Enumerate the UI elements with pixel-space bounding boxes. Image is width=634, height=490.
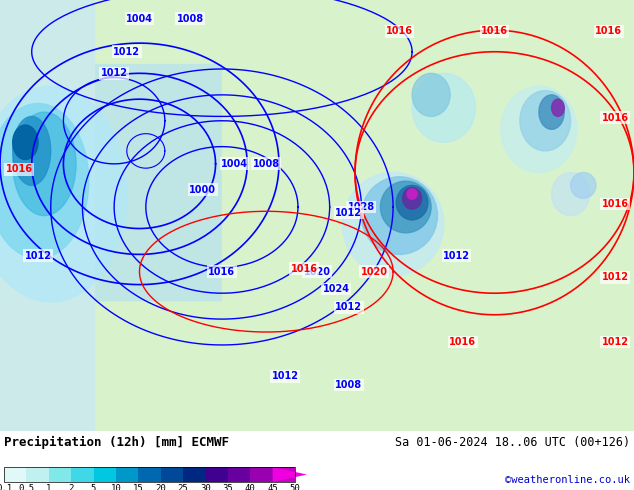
Ellipse shape	[0, 86, 127, 302]
Ellipse shape	[552, 172, 590, 216]
Ellipse shape	[0, 103, 89, 259]
Text: 1012: 1012	[335, 208, 362, 218]
Text: 1016: 1016	[386, 26, 413, 36]
Bar	[4, 467, 27, 482]
Text: 1000: 1000	[190, 185, 216, 195]
Text: 1008: 1008	[335, 380, 362, 390]
Ellipse shape	[407, 189, 417, 199]
Text: 0.1: 0.1	[0, 484, 12, 490]
Ellipse shape	[361, 177, 437, 254]
Text: 1012: 1012	[443, 251, 470, 261]
Text: 1012: 1012	[602, 337, 628, 347]
Text: 1012: 1012	[25, 251, 51, 261]
Text: 0.5: 0.5	[18, 484, 34, 490]
Text: 15: 15	[133, 484, 144, 490]
Text: 1016: 1016	[6, 165, 32, 174]
Ellipse shape	[412, 74, 450, 117]
Text: 1020: 1020	[361, 267, 387, 277]
Ellipse shape	[520, 91, 571, 151]
Text: 1008: 1008	[177, 14, 204, 24]
Text: 1016: 1016	[602, 113, 628, 122]
Ellipse shape	[552, 99, 564, 117]
Text: 1004: 1004	[221, 159, 248, 169]
Text: 1016: 1016	[602, 199, 628, 209]
Bar	[250, 467, 273, 482]
Text: 1020: 1020	[304, 267, 330, 277]
Bar	[4, 467, 295, 482]
Bar	[71, 467, 94, 482]
Text: 1016: 1016	[291, 264, 318, 273]
Text: 20: 20	[155, 484, 166, 490]
Text: 2: 2	[68, 484, 74, 490]
Text: 35: 35	[223, 484, 233, 490]
Bar	[205, 467, 228, 482]
Ellipse shape	[380, 181, 431, 233]
Text: 25: 25	[178, 484, 188, 490]
Text: 1016: 1016	[209, 267, 235, 277]
Ellipse shape	[13, 112, 76, 216]
Text: 1012: 1012	[101, 68, 127, 78]
Text: 1012: 1012	[335, 302, 362, 313]
Bar	[116, 467, 138, 482]
Text: 45: 45	[268, 484, 278, 490]
Bar	[27, 467, 49, 482]
Ellipse shape	[539, 95, 564, 129]
Text: 1012: 1012	[602, 272, 628, 282]
Bar	[273, 467, 295, 482]
Bar	[160, 467, 183, 482]
Ellipse shape	[13, 125, 38, 160]
Text: Sa 01-06-2024 18..06 UTC (00+126): Sa 01-06-2024 18..06 UTC (00+126)	[395, 436, 630, 449]
Ellipse shape	[342, 172, 444, 276]
Text: 50: 50	[290, 484, 301, 490]
Text: ©weatheronline.co.uk: ©weatheronline.co.uk	[505, 475, 630, 485]
Bar	[228, 467, 250, 482]
Text: 40: 40	[245, 484, 256, 490]
Bar	[94, 467, 116, 482]
Ellipse shape	[403, 188, 422, 209]
Text: 1024: 1024	[323, 284, 349, 294]
Ellipse shape	[571, 172, 596, 198]
Ellipse shape	[412, 74, 476, 142]
Bar	[138, 467, 160, 482]
Text: 1012: 1012	[113, 47, 140, 57]
Text: 1016: 1016	[595, 26, 622, 36]
Text: 1016: 1016	[481, 26, 508, 36]
Text: 10: 10	[110, 484, 121, 490]
Text: 1008: 1008	[253, 159, 280, 169]
Text: 5: 5	[91, 484, 96, 490]
Text: 1: 1	[46, 484, 51, 490]
Ellipse shape	[13, 117, 51, 185]
Text: 1016: 1016	[450, 337, 476, 347]
Ellipse shape	[396, 185, 428, 220]
Bar	[49, 467, 71, 482]
Text: Precipitation (12h) [mm] ECMWF: Precipitation (12h) [mm] ECMWF	[4, 436, 229, 449]
Ellipse shape	[501, 86, 577, 172]
Bar	[183, 467, 205, 482]
Text: 30: 30	[200, 484, 211, 490]
Polygon shape	[273, 467, 307, 482]
Text: 1012: 1012	[272, 371, 299, 381]
Text: 1004: 1004	[126, 14, 153, 24]
Text: 1028: 1028	[348, 202, 375, 212]
